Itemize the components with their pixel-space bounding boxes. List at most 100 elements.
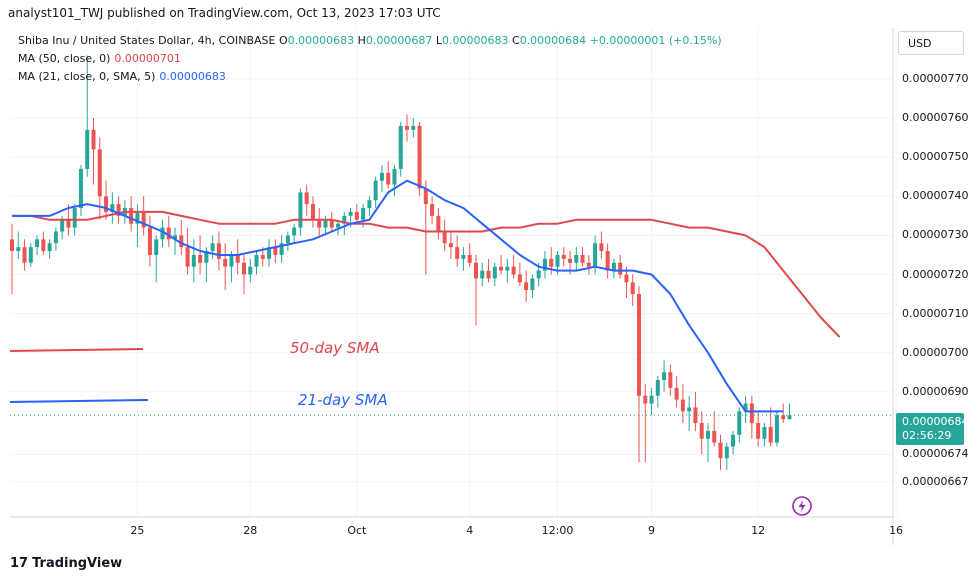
candle <box>430 196 435 224</box>
annotation-ma21: 21-day SMA <box>298 391 388 409</box>
candle-body <box>85 129 90 169</box>
candle <box>336 219 341 236</box>
candle-body <box>41 239 46 252</box>
candle <box>310 196 315 228</box>
candle <box>467 243 472 267</box>
candle <box>298 188 303 236</box>
candle <box>10 223 14 295</box>
candle-body <box>179 235 184 248</box>
candle <box>580 247 585 267</box>
candle-body <box>417 125 422 189</box>
candle <box>593 235 598 275</box>
candle <box>455 235 460 267</box>
candle-body <box>10 239 14 252</box>
candle <box>618 254 623 279</box>
candle-body <box>467 254 472 263</box>
candle <box>718 434 723 470</box>
moving-averages <box>12 179 841 413</box>
candle <box>53 227 58 252</box>
candle <box>229 251 234 283</box>
price-tick-label: 0.00000700 <box>902 345 969 359</box>
ma21-value: 0.00000683 <box>159 70 226 83</box>
time-tick-label: 4 <box>466 524 474 537</box>
candle-body <box>542 258 547 271</box>
candle-body <box>47 243 52 252</box>
candle <box>542 251 547 279</box>
candle-body <box>229 254 234 267</box>
currency-button[interactable]: USD <box>898 31 964 55</box>
candle <box>166 215 171 248</box>
candle-body <box>129 208 134 224</box>
candle-body <box>461 254 466 259</box>
candle <box>267 239 272 267</box>
candle-body <box>185 247 190 267</box>
lightning-icon[interactable] <box>792 496 812 516</box>
candle-body <box>637 294 641 396</box>
candle-body <box>329 219 334 228</box>
symbol-title[interactable]: Shiba Inu / United States Dollar, 4h, CO… <box>18 34 276 47</box>
candle-body <box>536 270 541 279</box>
candle-body <box>254 254 259 267</box>
candle-body <box>787 415 792 420</box>
candle <box>687 395 692 431</box>
candle <box>693 391 698 431</box>
candle-body <box>680 399 685 412</box>
candle <box>191 239 196 283</box>
candle-body <box>455 247 460 259</box>
ma50-value: 0.00000701 <box>114 52 181 65</box>
candle-body <box>191 254 196 267</box>
candle <box>530 274 535 298</box>
candle-body <box>662 372 667 381</box>
candle <box>749 395 754 439</box>
candle-body <box>104 196 109 212</box>
candle <box>473 254 478 326</box>
legend-ma50[interactable]: MA (50, close, 0) 0.00000701 <box>18 52 181 65</box>
candle <box>147 215 152 267</box>
time-tick-label: 28 <box>243 524 258 537</box>
candle <box>762 423 767 447</box>
candle <box>85 55 90 177</box>
candle <box>273 239 278 263</box>
close-value: 0.00000684 <box>519 34 587 47</box>
candle <box>47 239 52 259</box>
price-tick-label: 0.00000750 <box>902 150 969 164</box>
candle <box>78 165 83 216</box>
candle-body <box>28 247 33 263</box>
low-key: L <box>435 34 443 47</box>
candle <box>643 383 648 463</box>
candle-body <box>223 258 228 267</box>
candle-body <box>336 223 341 228</box>
candle <box>398 122 403 177</box>
candle <box>417 122 422 197</box>
price-tick-label: 0.00000730 <box>902 228 969 242</box>
candle-body <box>279 243 284 255</box>
candle <box>154 235 159 283</box>
candle-body <box>517 274 522 283</box>
candle-body <box>480 270 485 279</box>
tradingview-logo[interactable]: 17 TradingView <box>10 556 122 571</box>
candle <box>511 254 516 279</box>
legend-line-ma21 <box>9 399 149 403</box>
ma21-line[interactable] <box>12 179 784 413</box>
last-price-value: 0.00000684 <box>902 415 969 428</box>
legend-ohlc: Shiba Inu / United States Dollar, 4h, CO… <box>18 34 722 47</box>
time-tick-label: 16 <box>889 524 904 537</box>
candle <box>756 411 761 447</box>
candle <box>737 407 742 443</box>
candle-body <box>379 172 384 181</box>
candle <box>499 254 504 275</box>
ma50-line[interactable] <box>12 210 841 338</box>
candle <box>173 227 178 255</box>
candle-body <box>53 231 58 244</box>
candle <box>731 430 736 455</box>
candle <box>630 274 635 306</box>
time-tick-label: 12:00 <box>541 524 574 537</box>
candle <box>285 231 290 252</box>
legend-ma21[interactable]: MA (21, close, 0, SMA, 5) 0.00000683 <box>18 70 226 83</box>
candle <box>198 235 203 275</box>
candle <box>624 266 629 298</box>
candle-body <box>248 266 253 275</box>
